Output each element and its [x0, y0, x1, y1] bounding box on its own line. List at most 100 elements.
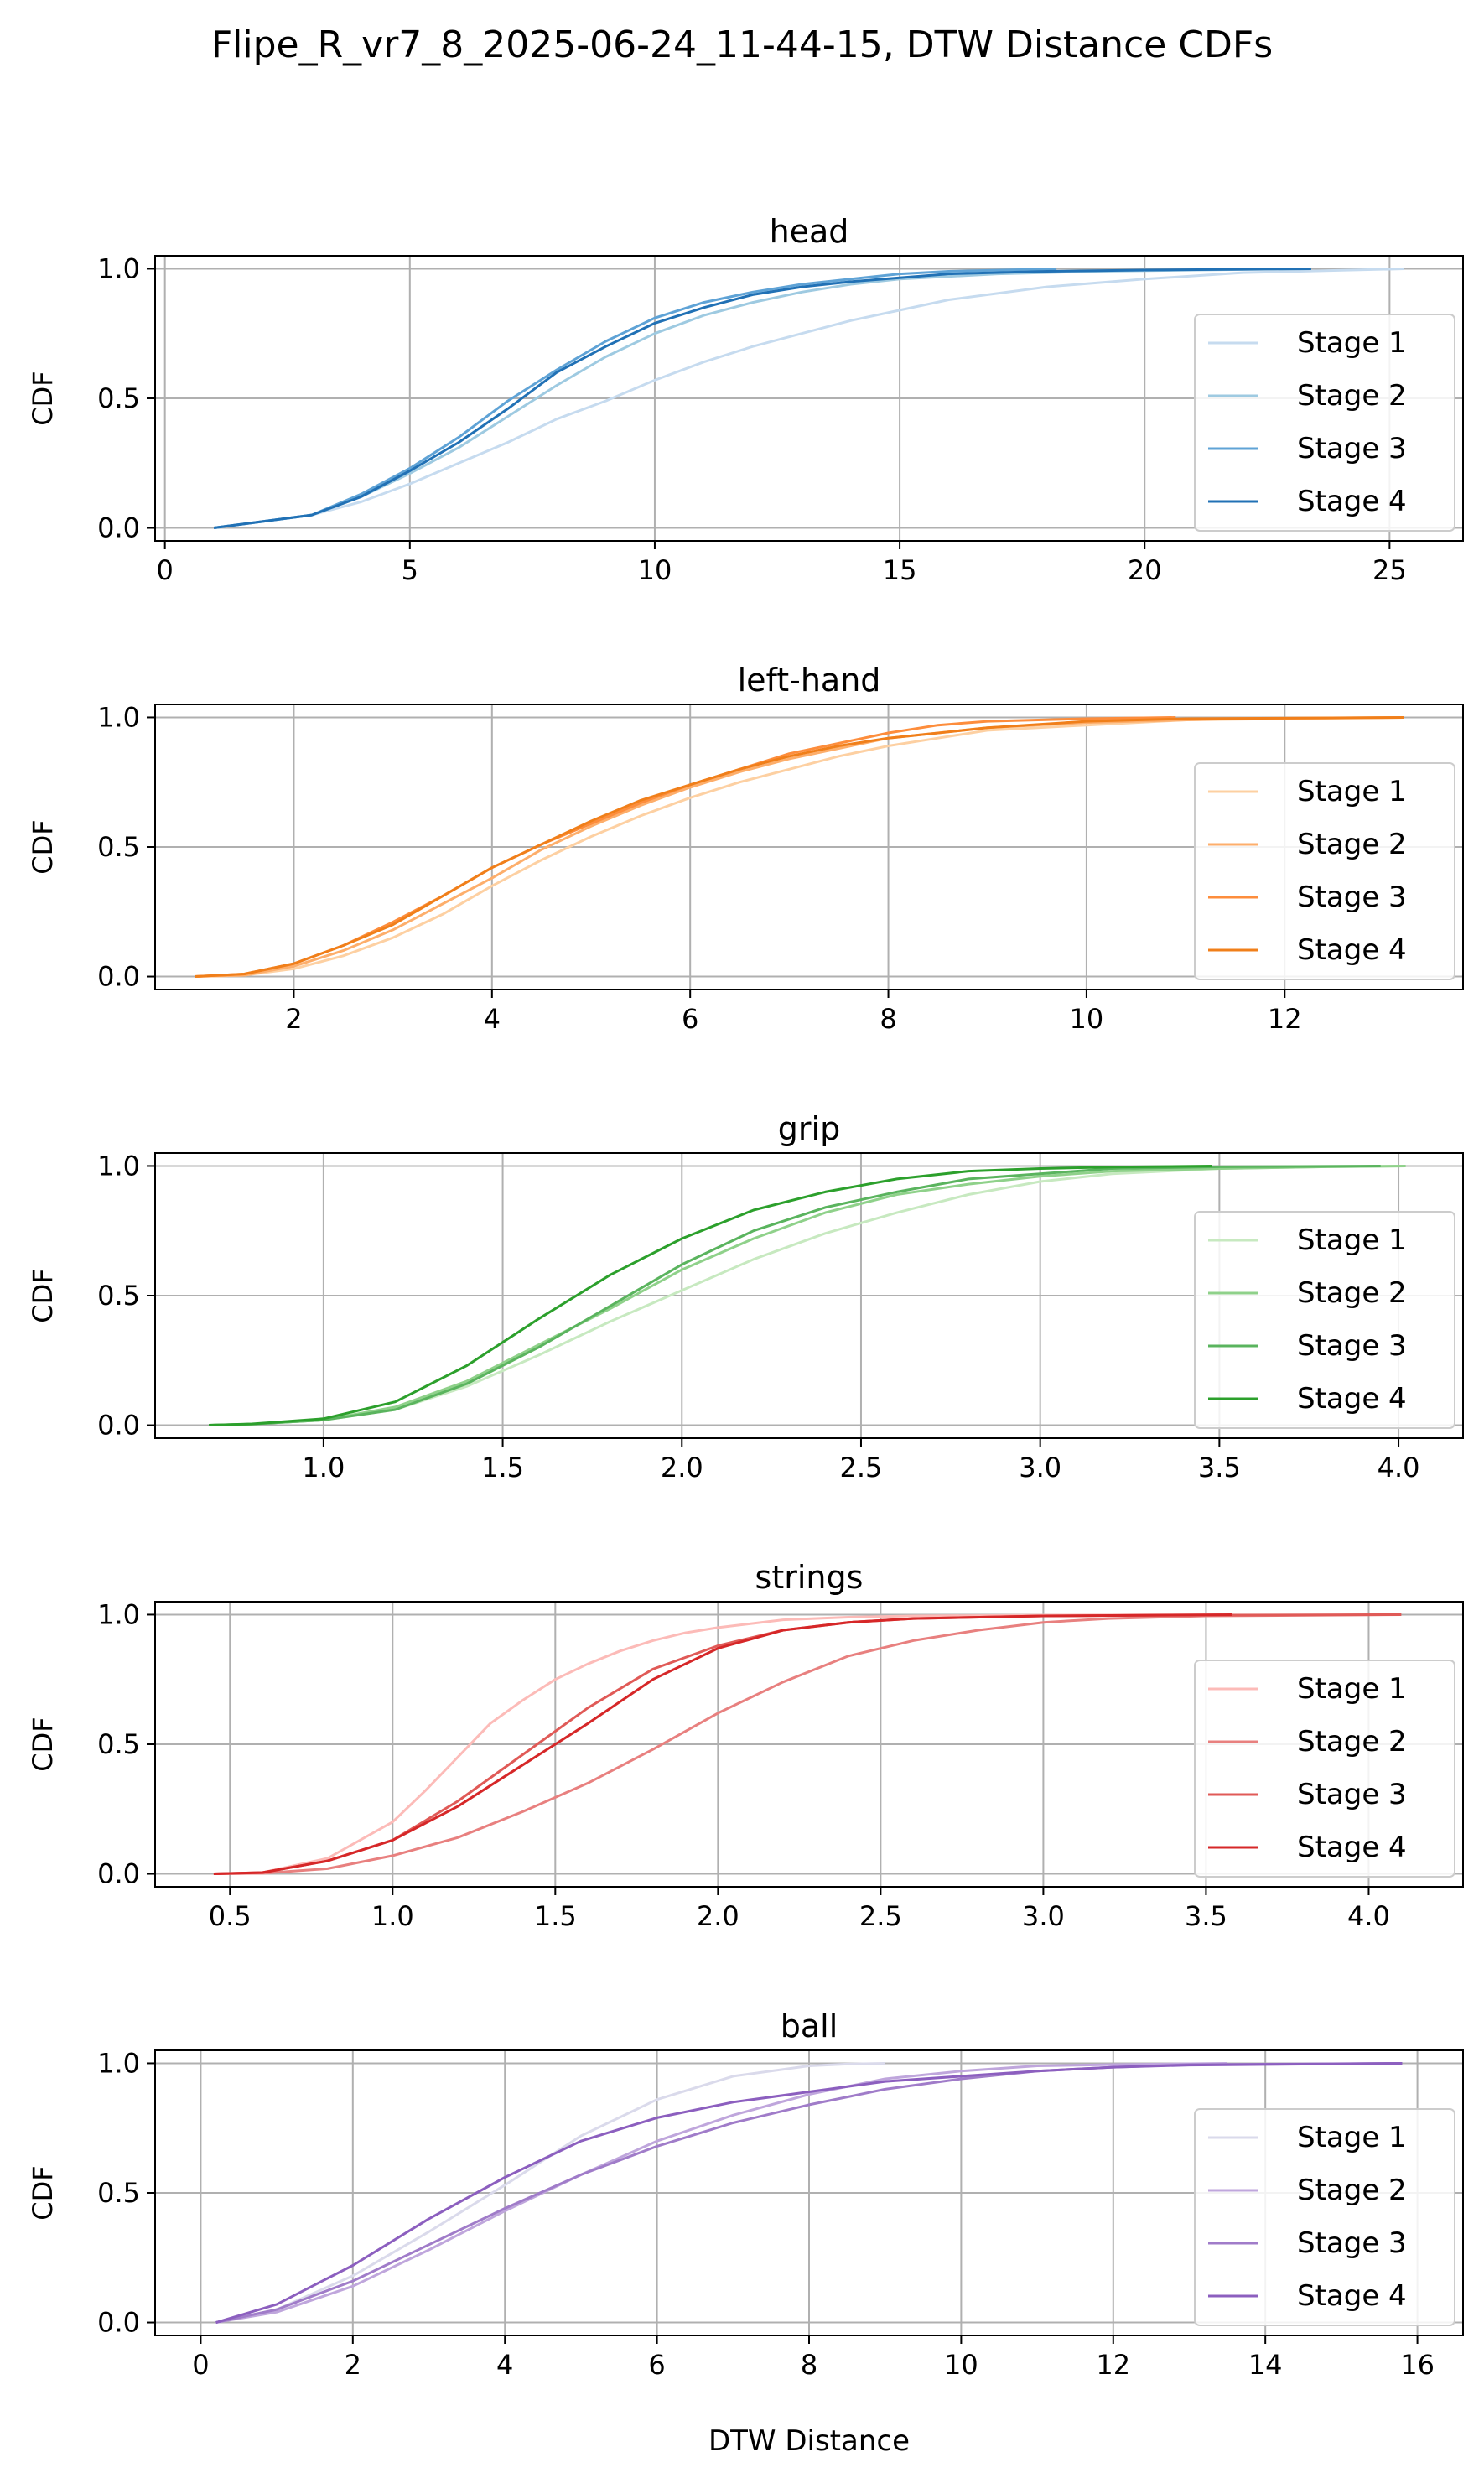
y-tick-label: 0.0: [97, 512, 140, 544]
x-tick-label: 10: [638, 554, 672, 586]
legend-label: Stage 3: [1297, 432, 1407, 465]
x-tick-label: 4.0: [1378, 1452, 1420, 1483]
series-line-stage-3: [213, 268, 1057, 529]
y-axis-label: CDF: [27, 2165, 59, 2220]
x-tick-label: 8: [880, 1003, 896, 1035]
x-tick-label: 2.0: [661, 1452, 703, 1483]
y-tick-label: 1.0: [97, 1598, 140, 1630]
series-line-stage-1: [195, 716, 1404, 978]
legend-label: Stage 4: [1297, 1382, 1407, 1416]
series-line-stage-1: [215, 2062, 885, 2324]
x-tick-label: 6: [682, 1003, 698, 1035]
legend-label: Stage 2: [1297, 1725, 1407, 1758]
x-tick-label: 3.0: [1022, 1900, 1065, 1932]
series-line-stage-2: [213, 268, 1311, 529]
x-tick-label: 0: [192, 2349, 209, 2381]
legend-label: Stage 2: [1297, 2174, 1407, 2207]
legend-label: Stage 1: [1297, 1672, 1407, 1706]
x-tick-label: 2.0: [697, 1900, 739, 1932]
x-tick-label: 3.5: [1185, 1900, 1227, 1932]
x-tick-label: 2.5: [840, 1452, 883, 1483]
x-tick-label: 4.0: [1347, 1900, 1390, 1932]
x-tick-label: 2: [345, 2349, 361, 2381]
legend-label: Stage 1: [1297, 326, 1407, 360]
panel-strings: 0.5 1.0 1.5 2.0 2.5 3.0 3.5 4.0 0.0 0.5 1.0 strings…: [27, 1559, 1464, 1932]
x-tick-label: 3.0: [1019, 1452, 1061, 1483]
legend-box: [1194, 2108, 1455, 2326]
panel-left-hand: 2 4 6 8 10 12 0.0 0.5 1.0 left-hand CDF Stage 1 Stag…: [27, 662, 1464, 1035]
y-tick-label: 0.5: [97, 1728, 140, 1760]
legend-label: Stage 4: [1297, 485, 1407, 518]
x-tick-label: 1.0: [371, 1900, 414, 1932]
x-axis-label: DTW Distance: [708, 2424, 910, 2458]
series-line-stage-4: [195, 716, 1404, 978]
legend-label: Stage 4: [1297, 2279, 1407, 2313]
legend-label: Stage 3: [1297, 1778, 1407, 1811]
series-line-stage-2: [215, 2062, 1227, 2324]
x-tick-label: 10: [1070, 1003, 1104, 1035]
legend-label: Stage 3: [1297, 2226, 1407, 2260]
y-tick-label: 0.0: [97, 2307, 140, 2339]
y-axis-label: CDF: [27, 371, 59, 425]
series-line-stage-1: [213, 1613, 1222, 1875]
y-tick-label: 0.0: [97, 961, 140, 993]
panel-title: head: [770, 213, 849, 250]
x-tick-label: 0.5: [209, 1900, 252, 1932]
legend-label: Stage 2: [1297, 1276, 1407, 1310]
x-tick-label: 2: [285, 1003, 302, 1035]
y-tick-label: 1.0: [97, 701, 140, 733]
series-line-stage-2: [209, 1165, 1406, 1426]
x-tick-label: 1.0: [302, 1452, 345, 1483]
y-tick-label: 0.5: [97, 1280, 140, 1312]
legend-label: Stage 4: [1297, 933, 1407, 967]
x-tick-label: 1.5: [534, 1900, 577, 1932]
series-line-stage-4: [209, 1165, 1212, 1426]
legend-box: [1194, 1211, 1455, 1429]
legend-box: [1194, 314, 1455, 532]
series-line-stage-2: [213, 1613, 1402, 1875]
series-line-stage-1: [213, 268, 1404, 529]
legend-label: Stage 2: [1297, 828, 1407, 861]
y-axis-label: CDF: [27, 819, 59, 874]
y-tick-label: 0.0: [97, 1410, 140, 1442]
x-tick-label: 3.5: [1198, 1452, 1241, 1483]
x-tick-label: 25: [1372, 554, 1407, 586]
panel-grip: 1.0 1.5 2.0 2.5 3.0 3.5 4.0 0.0 0.5 1.0 grip CDF Sta…: [27, 1110, 1464, 1483]
legend-box: [1194, 762, 1455, 980]
y-axis-label: CDF: [27, 1268, 59, 1322]
series-line-stage-3: [209, 1165, 1381, 1426]
panel-title: strings: [755, 1559, 864, 1596]
series-line-stage-4: [213, 1613, 1232, 1875]
x-tick-label: 4: [496, 2349, 513, 2381]
legend-label: Stage 1: [1297, 775, 1407, 808]
x-tick-label: 8: [801, 2349, 817, 2381]
x-tick-label: 20: [1128, 554, 1162, 586]
panel-title: left-hand: [738, 662, 881, 699]
x-tick-label: 0: [157, 554, 174, 586]
x-tick-label: 12: [1268, 1003, 1302, 1035]
x-tick-label: 6: [648, 2349, 665, 2381]
legend-box: [1194, 1660, 1455, 1878]
panel-ball: 0 2 4 6 8 10 12 14 16 0.0 0.5 1.0 ball CDF Stage 1 Stag…: [27, 2008, 1464, 2381]
x-tick-label: 15: [883, 554, 917, 586]
legend-label: Stage 3: [1297, 1329, 1407, 1363]
x-tick-label: 5: [402, 554, 418, 586]
legend-label: Stage 4: [1297, 1831, 1407, 1864]
y-tick-label: 0.5: [97, 382, 140, 414]
series-line-stage-4: [213, 268, 1311, 529]
legend-label: Stage 2: [1297, 379, 1407, 413]
x-tick-label: 2.5: [859, 1900, 902, 1932]
panel-title: ball: [781, 2008, 838, 2044]
panel-title: grip: [778, 1110, 840, 1147]
x-tick-label: 10: [944, 2349, 978, 2381]
y-tick-label: 0.5: [97, 2177, 140, 2209]
x-tick-label: 14: [1248, 2349, 1283, 2381]
y-tick-label: 1.0: [97, 2047, 140, 2079]
figure-title: Flipe_R_vr7_8_2025-06-24_11-44-15, DTW D…: [211, 23, 1273, 66]
legend-label: Stage 1: [1297, 2121, 1407, 2154]
legend-label: Stage 3: [1297, 881, 1407, 914]
legend-label: Stage 1: [1297, 1223, 1407, 1257]
y-tick-label: 0.0: [97, 1858, 140, 1890]
y-axis-label: CDF: [27, 1717, 59, 1771]
